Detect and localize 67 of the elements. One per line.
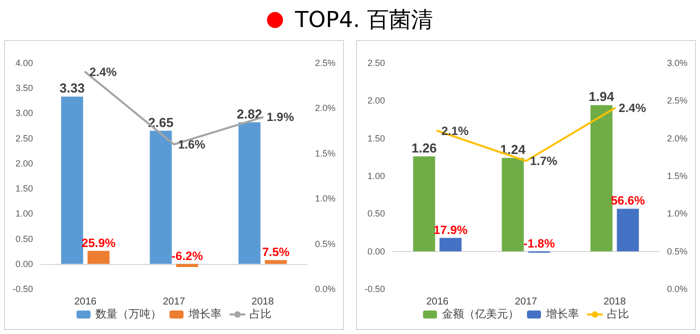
data-label: 2.82 xyxy=(236,106,262,122)
legend-label: 增长率 xyxy=(545,308,579,320)
y-tick-label: 0.50 xyxy=(367,208,385,219)
y-tick-label: 2.50 xyxy=(15,133,33,144)
legend-label: 占比 xyxy=(250,308,272,320)
x-tick-label: 2018 xyxy=(604,296,626,308)
y2-tick-label: 2.5% xyxy=(315,58,336,68)
y-tick-label: 3.00 xyxy=(15,108,33,118)
y-tick-label: 1.00 xyxy=(15,208,33,219)
y2-tick-label: 0.5% xyxy=(315,238,336,249)
bar xyxy=(238,122,260,264)
y-tick-label: 2.50 xyxy=(367,58,385,68)
x-tick-label: 2017 xyxy=(514,296,538,308)
data-label: 1.6% xyxy=(178,137,206,152)
bar xyxy=(616,208,639,252)
x-tick-label: 2018 xyxy=(252,296,274,308)
x-tick-label: 2016 xyxy=(74,296,97,308)
y-tick-label: 2.00 xyxy=(367,96,385,106)
y-tick-label: 0.00 xyxy=(367,246,385,256)
data-label: 1.9% xyxy=(266,110,294,124)
y-tick-label: 1.00 xyxy=(367,171,385,181)
data-label: 2.1% xyxy=(441,124,470,138)
y-tick-label: 0.00 xyxy=(15,258,33,269)
bar xyxy=(150,130,172,264)
y2-tick-label: 2.0% xyxy=(667,133,688,144)
data-label: -1.8% xyxy=(524,236,556,250)
data-label: 2.4% xyxy=(89,65,118,80)
text: TOP4. 百菌清 xyxy=(294,7,433,35)
y2-tick-label: 1.0% xyxy=(667,208,688,219)
y2-tick-label: 2.0% xyxy=(315,103,336,114)
legend-label: 占比 xyxy=(607,308,629,320)
y2-tick-label: 1.5% xyxy=(667,171,688,181)
bar xyxy=(502,158,524,252)
y-tick-label: -0.50 xyxy=(364,284,385,294)
bar xyxy=(590,105,612,252)
y2-tick-label: 1.0% xyxy=(315,194,336,204)
y-tick-label: 1.50 xyxy=(15,184,33,194)
y2-tick-label: 0.0% xyxy=(667,284,688,294)
y-tick-label: -0.50 xyxy=(12,284,33,294)
legend-label: 金额（亿美元） xyxy=(442,308,519,320)
bar xyxy=(264,260,287,264)
x-tick-label: 2017 xyxy=(162,296,186,308)
bar xyxy=(413,156,436,252)
data-label: -6.2% xyxy=(172,248,204,263)
data-label: 1.7% xyxy=(530,154,558,168)
y2-tick-label: 3.0% xyxy=(667,58,688,68)
data-label: 1.26 xyxy=(411,140,437,156)
legend-label: 数量（万吨） xyxy=(96,308,162,320)
bar xyxy=(440,238,462,252)
bar xyxy=(88,250,110,264)
y-tick-label: 0.50 xyxy=(15,234,33,244)
y2-tick-label: 0.5% xyxy=(667,246,688,256)
data-label: 2.4% xyxy=(618,101,646,116)
y-tick-label: 2.00 xyxy=(15,158,33,168)
data-label: 1.94 xyxy=(588,89,615,104)
bar xyxy=(61,96,84,264)
y-tick-label: 3.50 xyxy=(15,83,33,94)
data-label: 7.5% xyxy=(262,245,290,260)
y2-tick-label: 0.0% xyxy=(315,284,336,294)
y-tick-label: 4.00 xyxy=(15,58,33,68)
y2-tick-label: 2.5% xyxy=(667,96,688,106)
x-tick-label: 2016 xyxy=(426,296,449,308)
data-label: 3.33 xyxy=(59,80,85,96)
y-tick-label: 1.50 xyxy=(367,133,385,144)
y2-tick-label: 1.5% xyxy=(315,148,336,158)
bar xyxy=(176,264,198,268)
legend-label: 增长率 xyxy=(188,308,222,320)
